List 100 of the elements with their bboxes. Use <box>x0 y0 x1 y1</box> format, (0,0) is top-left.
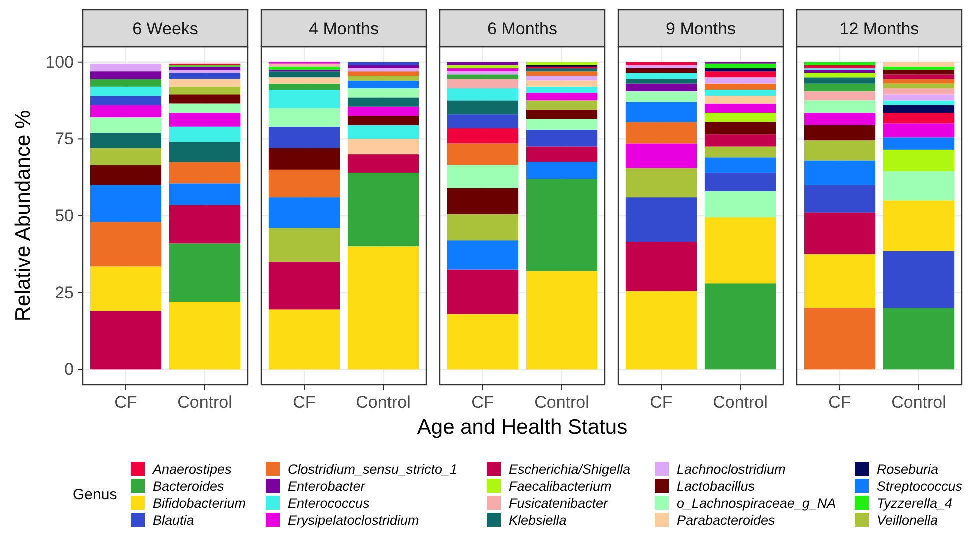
bar <box>526 62 598 66</box>
bar <box>90 105 162 118</box>
bar <box>526 119 598 130</box>
bar <box>804 84 876 92</box>
bar <box>526 100 598 110</box>
bar <box>348 68 420 72</box>
bar <box>169 142 241 162</box>
bar <box>704 84 776 90</box>
bar <box>447 165 519 188</box>
y-tick-label: 50 <box>55 206 74 226</box>
bar <box>883 66 955 70</box>
bar <box>169 113 241 127</box>
bar <box>704 284 776 370</box>
x-axis-title: Age and Health Status <box>417 416 628 439</box>
bar <box>348 125 420 140</box>
bar <box>804 100 876 114</box>
bar <box>268 310 340 370</box>
bar <box>348 172 420 247</box>
bar <box>268 90 340 108</box>
bar <box>626 122 698 144</box>
bar <box>90 266 162 312</box>
bar <box>883 100 955 106</box>
bar <box>169 70 241 74</box>
bar <box>526 93 598 101</box>
chart-title: 6 Weeks <box>132 20 198 38</box>
bar <box>90 118 162 134</box>
bar <box>348 62 420 66</box>
bar <box>883 62 955 67</box>
bar <box>704 64 776 69</box>
bar <box>90 222 162 267</box>
bar <box>704 113 776 122</box>
chart-title: 4 Months <box>309 20 379 38</box>
bar <box>447 100 519 115</box>
bar <box>268 262 340 310</box>
legend-label: Escherichia/Shigella <box>509 462 632 477</box>
bar <box>268 148 340 170</box>
bar <box>626 79 698 84</box>
legend-label: o_Lachnospiraceae_g_NA <box>677 496 836 511</box>
bar <box>268 64 340 67</box>
bar <box>447 314 519 370</box>
legend-label: Erysipelatoclostridium <box>288 513 420 528</box>
legend-label: Lactobacillus <box>677 479 756 494</box>
bar <box>348 98 420 107</box>
bar <box>169 184 241 206</box>
legend-label: Lachnoclostridium <box>677 462 786 477</box>
chart-title: 6 Months <box>488 20 558 38</box>
bar <box>626 92 698 102</box>
bar <box>447 270 519 314</box>
bar <box>447 65 519 69</box>
bar <box>883 88 955 95</box>
bar <box>90 96 162 106</box>
bar <box>447 214 519 241</box>
bar <box>804 308 876 370</box>
bar <box>804 185 876 213</box>
bar <box>626 198 698 242</box>
bar <box>704 122 776 135</box>
legend-label: Klebsiella <box>509 513 568 528</box>
bar <box>804 65 876 69</box>
bar <box>169 162 241 184</box>
bar <box>804 212 876 254</box>
bar <box>626 84 698 92</box>
bar <box>883 171 955 201</box>
y-axis-title: Relative Abundance % <box>12 110 35 322</box>
legend-label: Anaerostipes <box>152 462 232 477</box>
bar <box>704 191 776 218</box>
bar <box>348 65 420 69</box>
bar <box>348 106 420 116</box>
bar <box>447 240 519 270</box>
bar <box>268 198 340 228</box>
bar <box>169 86 241 95</box>
bar <box>626 73 698 80</box>
bar <box>268 72 340 78</box>
bar <box>169 302 241 370</box>
bar <box>883 138 955 150</box>
bar <box>90 79 162 87</box>
bar <box>704 172 776 192</box>
bar <box>348 72 420 76</box>
bar <box>348 88 420 98</box>
bar <box>883 105 955 114</box>
bar <box>447 114 519 128</box>
bar <box>704 158 776 173</box>
y-tick-label: 0 <box>64 360 74 380</box>
bar <box>883 70 955 75</box>
x-tick-label: Control <box>356 393 411 412</box>
bar <box>447 188 519 214</box>
bar <box>268 108 340 127</box>
bar <box>90 185 162 222</box>
x-tick-label: CF <box>828 393 852 412</box>
bar <box>804 70 876 74</box>
bar <box>90 148 162 166</box>
chart-title: 12 Months <box>840 20 920 38</box>
bar <box>804 140 876 161</box>
bar <box>90 64 162 72</box>
bar <box>704 72 776 78</box>
bar <box>169 205 241 244</box>
bar <box>704 134 776 147</box>
bar <box>526 80 598 87</box>
bar <box>447 128 519 144</box>
bar <box>348 246 420 370</box>
legend-title: Genus <box>73 486 118 504</box>
